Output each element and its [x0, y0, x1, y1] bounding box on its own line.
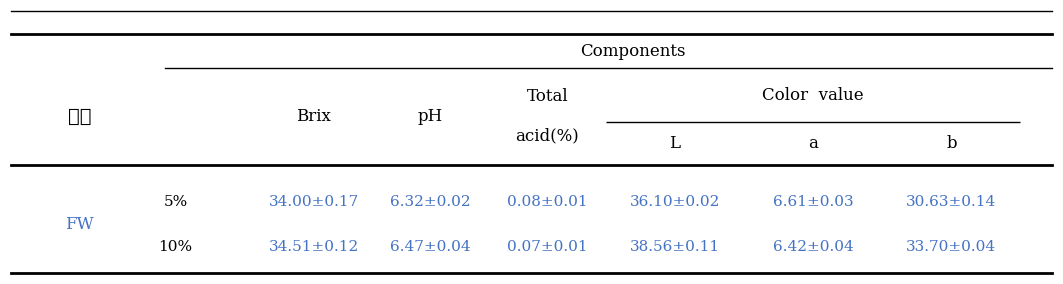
Text: b: b — [946, 135, 957, 152]
Text: 33.70±0.04: 33.70±0.04 — [907, 240, 996, 254]
Text: 0.07±0.01: 0.07±0.01 — [507, 240, 588, 254]
Text: 5%: 5% — [164, 195, 187, 209]
Text: 36.10±0.02: 36.10±0.02 — [629, 195, 721, 209]
Text: 34.00±0.17: 34.00±0.17 — [269, 195, 358, 209]
Text: 0.08±0.01: 0.08±0.01 — [507, 195, 588, 209]
Text: 6.61±0.03: 6.61±0.03 — [773, 195, 854, 209]
Text: 34.51±0.12: 34.51±0.12 — [269, 240, 358, 254]
Text: Total: Total — [526, 88, 569, 105]
Text: FW: FW — [65, 216, 95, 233]
Text: Brix: Brix — [297, 108, 331, 125]
Text: 30.63±0.14: 30.63±0.14 — [907, 195, 996, 209]
Text: Components: Components — [579, 43, 686, 60]
Text: 6.32±0.02: 6.32±0.02 — [390, 195, 471, 209]
Text: acid(%): acid(%) — [516, 128, 579, 145]
Text: Color  value: Color value — [762, 87, 864, 104]
Text: 10%: 10% — [158, 240, 192, 254]
Text: 6.42±0.04: 6.42±0.04 — [773, 240, 854, 254]
Text: 식혈: 식혈 — [68, 107, 91, 126]
Text: 6.47±0.04: 6.47±0.04 — [390, 240, 471, 254]
Text: a: a — [808, 135, 819, 152]
Text: pH: pH — [418, 108, 443, 125]
Text: L: L — [670, 135, 680, 152]
Text: 38.56±0.11: 38.56±0.11 — [630, 240, 720, 254]
